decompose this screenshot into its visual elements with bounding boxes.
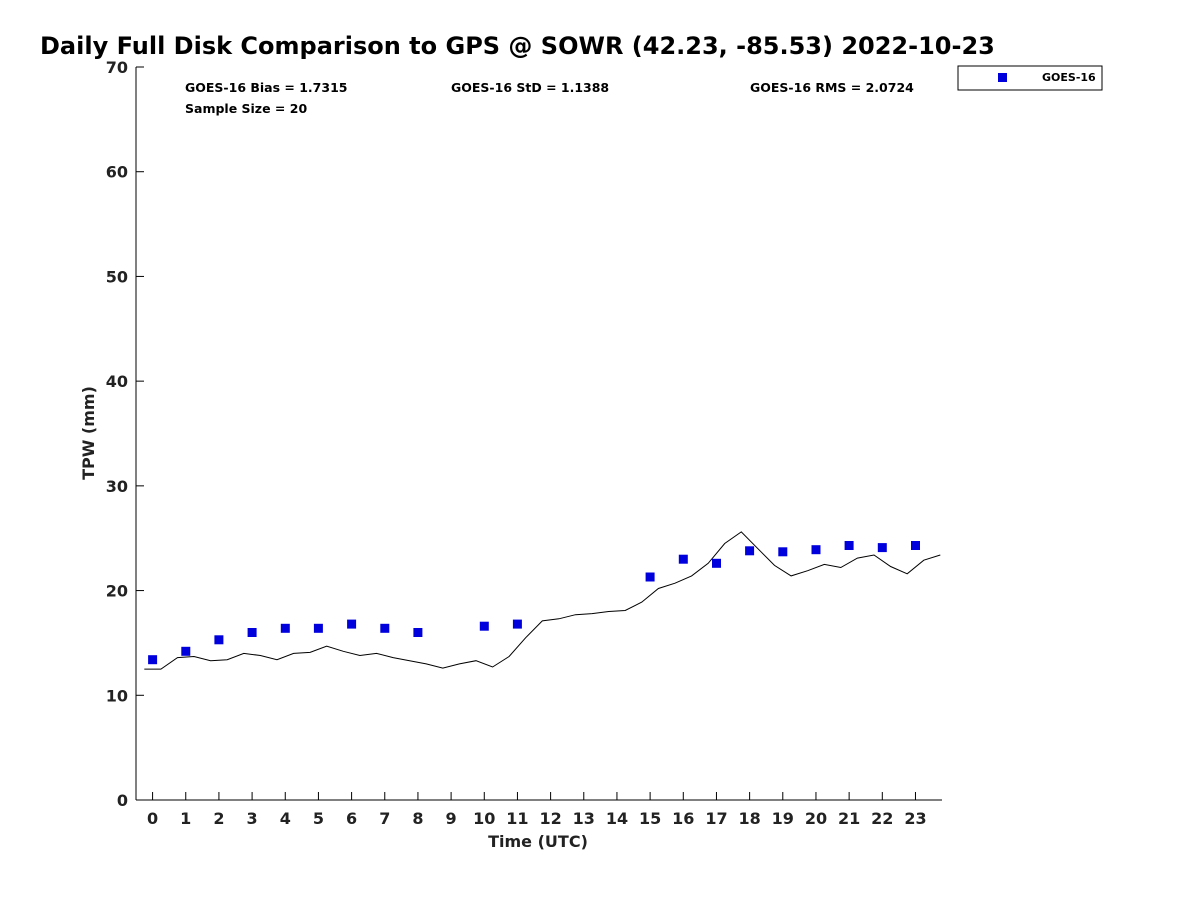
- goes16-data-point: [413, 628, 423, 637]
- goes16-data-point: [313, 623, 323, 633]
- goes16-data-point: [512, 619, 522, 629]
- goes16-data-point: [778, 547, 788, 557]
- goes16-data-point: [280, 623, 290, 633]
- x-axis-label: Time (UTC): [488, 832, 588, 851]
- x-tick-label: 17: [705, 809, 727, 828]
- x-tick-label: 10: [473, 809, 495, 828]
- goes16-data-point: [911, 541, 920, 550]
- goes16-data-point: [380, 623, 390, 633]
- x-tick-label: 22: [871, 809, 893, 828]
- x-tick-label: 21: [838, 809, 860, 828]
- x-tick-label: 2: [213, 809, 224, 828]
- x-tick-label: 3: [247, 809, 258, 828]
- y-tick-label: 20: [106, 582, 128, 601]
- x-tick-label: 1: [180, 809, 191, 828]
- x-tick-label: 11: [506, 809, 528, 828]
- goes16-data-point: [645, 572, 655, 582]
- x-tick-label: 6: [346, 809, 357, 828]
- goes16-data-point: [479, 621, 489, 631]
- x-tick-label: 9: [446, 809, 457, 828]
- x-tick-label: 15: [639, 809, 661, 828]
- goes16-data-point: [712, 558, 721, 568]
- goes16-data-point: [181, 646, 191, 656]
- stat-bias: GOES-16 Bias = 1.7315: [185, 80, 347, 95]
- x-tick-label: 13: [573, 809, 595, 828]
- x-tick-label: 23: [904, 809, 926, 828]
- y-tick-label: 50: [106, 267, 128, 286]
- y-tick-label: 60: [106, 163, 128, 182]
- y-tick-label: 70: [106, 58, 128, 77]
- x-tick-label: 0: [147, 809, 158, 828]
- legend-box: [957, 65, 1103, 91]
- gps-line-series: [144, 531, 941, 670]
- legend-marker-goes16: [998, 73, 1007, 82]
- y-axis-label: TPW (mm): [79, 386, 98, 480]
- y-tick-label: 40: [106, 372, 128, 391]
- goes16-scatter-series: [148, 541, 920, 665]
- goes16-data-point: [247, 628, 257, 637]
- x-tick-label: 14: [606, 809, 628, 828]
- x-tick-label: 5: [313, 809, 324, 828]
- x-tick-label: 19: [772, 809, 794, 828]
- x-tick-label: 20: [805, 809, 827, 828]
- y-axis-ticks: 0 10 20 30 40 50 60 70: [106, 58, 144, 810]
- goes16-data-point: [678, 554, 688, 564]
- x-tick-label: 18: [738, 809, 760, 828]
- y-tick-label: 0: [117, 791, 128, 810]
- legend-label-goes16: GOES-16: [1042, 71, 1096, 84]
- goes16-data-point: [811, 545, 821, 555]
- legend: GOES-16: [957, 65, 1103, 91]
- x-tick-label: 7: [379, 809, 390, 828]
- x-tick-label: 8: [412, 809, 423, 828]
- stat-sample-size: Sample Size = 20: [185, 101, 307, 116]
- chart-title: Daily Full Disk Comparison to GPS @ SOWR…: [40, 32, 995, 60]
- x-tick-label: 16: [672, 809, 694, 828]
- x-tick-label: 4: [280, 809, 291, 828]
- goes16-data-point: [347, 619, 357, 629]
- goes16-data-point: [877, 543, 887, 553]
- x-tick-label: 12: [539, 809, 561, 828]
- stat-std: GOES-16 StD = 1.1388: [451, 80, 609, 95]
- goes16-data-point: [214, 635, 224, 645]
- stat-rms: GOES-16 RMS = 2.0724: [750, 80, 914, 95]
- y-tick-label: 10: [106, 686, 128, 705]
- goes16-data-point: [148, 655, 158, 665]
- goes16-data-point: [844, 541, 854, 550]
- x-axis-ticks: 0 1 2 3 4 5 6 7 8 9 10 11 12 13 14 15 16 17 18 19 20 21 22 23: [147, 792, 927, 828]
- y-tick-label: 30: [106, 477, 128, 496]
- series-line: [144, 531, 941, 670]
- goes16-data-point: [745, 546, 755, 556]
